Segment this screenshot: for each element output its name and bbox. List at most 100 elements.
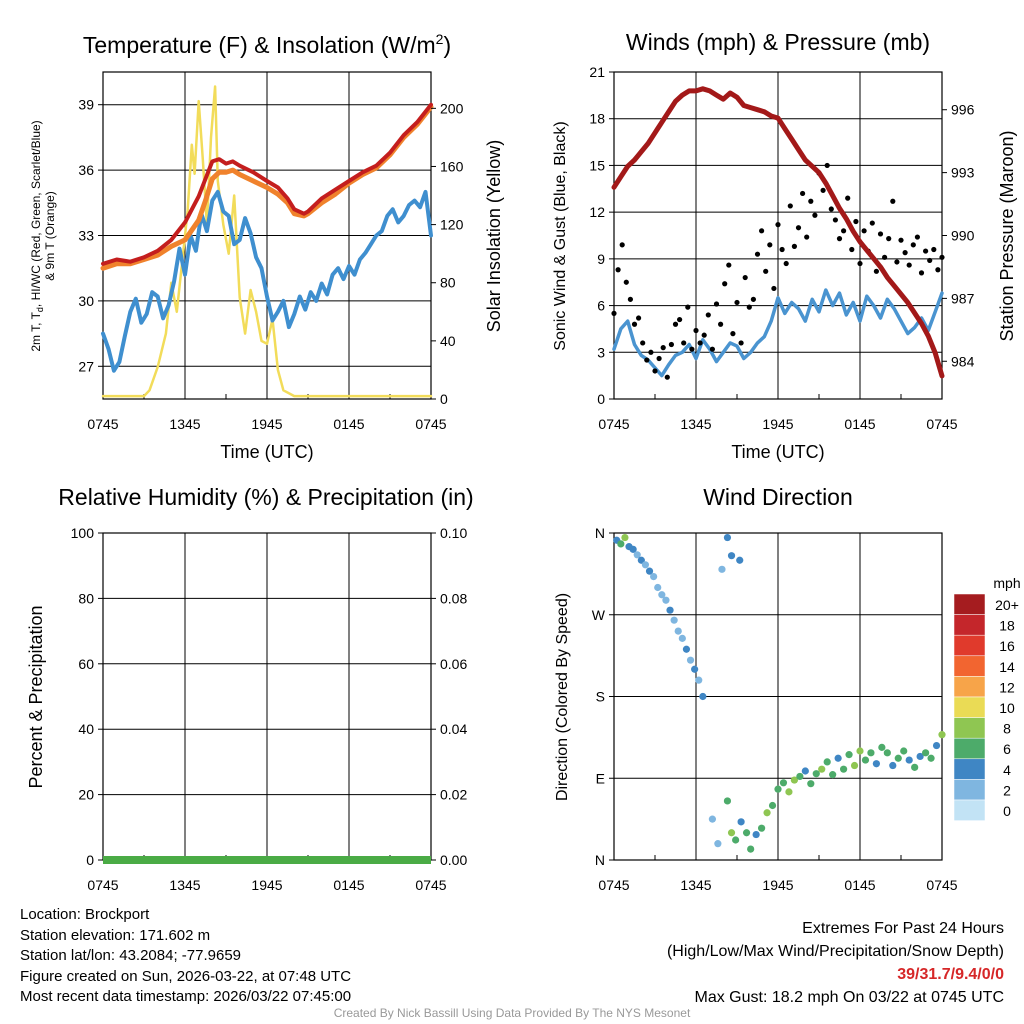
y-tick-label: 6	[597, 298, 605, 314]
credit-line: Created By Nick Bassill Using Data Provi…	[333, 1006, 691, 1020]
gust-point	[800, 190, 806, 197]
gust-point	[754, 251, 761, 257]
station-info: Location: Brockport Station elevation: 1…	[20, 905, 351, 1008]
direction-point	[723, 533, 732, 542]
gust-point	[660, 345, 666, 351]
gust-point	[767, 242, 773, 248]
y-tick-label: 39	[78, 97, 94, 113]
y-tick-label: 100	[71, 525, 95, 541]
gust-point	[894, 259, 900, 265]
y-tick-label: W	[592, 607, 606, 623]
gust-point	[718, 321, 724, 327]
y-tick-label: 0	[86, 852, 94, 868]
legend-label: 18	[999, 618, 1015, 634]
direction-point	[633, 551, 641, 559]
gust-point	[627, 296, 634, 302]
direction-point	[742, 829, 751, 837]
gust-point	[832, 217, 839, 223]
direction-point	[617, 540, 625, 548]
x-tick-label: 0745	[598, 877, 629, 893]
direction-point	[747, 845, 755, 853]
x-tick-label: 0745	[415, 416, 446, 432]
legend-label: 8	[1003, 721, 1011, 737]
legend-label: 4	[1003, 762, 1011, 778]
x-tick-label: 1945	[762, 416, 793, 432]
direction-point	[927, 754, 935, 762]
gust-point	[611, 310, 617, 316]
gust-point	[709, 346, 716, 352]
y-tick-label: 120	[440, 217, 464, 233]
gust-point	[935, 267, 941, 273]
legend-swatch	[953, 696, 986, 718]
winds-ylabel-right: Station Pressure (Maroon)	[997, 130, 1017, 341]
sonic-wind-line	[612, 288, 944, 378]
gust-point	[750, 296, 757, 302]
direction-point	[695, 676, 703, 684]
y-tick-label: 0	[597, 391, 605, 407]
gust-point	[828, 206, 834, 212]
y-tick-label: 987	[951, 290, 975, 306]
y-tick-label: 0	[440, 391, 448, 407]
legend-swatch	[953, 717, 986, 739]
gust-point	[619, 242, 625, 248]
direction-point	[732, 836, 740, 844]
extremes-box: Extremes For Past 24 Hours (High/Low/Max…	[667, 917, 1004, 1009]
gust-point	[939, 254, 945, 260]
y-tick-label: 0.06	[440, 656, 467, 672]
direction-point	[736, 556, 744, 564]
station-elevation: Station elevation: 171.602 m	[20, 926, 211, 944]
y-tick-label: 0.04	[440, 721, 467, 737]
legend-swatch	[953, 634, 986, 657]
recent-data-timestamp: Most recent data timestamp: 2026/03/22 0…	[20, 988, 352, 1005]
gust-point	[664, 374, 670, 380]
legend-swatch	[953, 758, 986, 780]
gust-point	[763, 268, 769, 274]
dewpoint-line	[101, 189, 433, 373]
gust-point	[882, 254, 888, 260]
gust-point	[734, 299, 740, 306]
gust-point	[726, 262, 732, 268]
legend-swatch	[953, 737, 986, 760]
temperature-xlabel: Time (UTC)	[220, 442, 313, 462]
direction-point	[823, 758, 831, 766]
direction-point	[645, 567, 654, 575]
x-tick-label: 1345	[169, 877, 200, 893]
direction-point	[818, 765, 826, 773]
humidity-panel-title: Relative Humidity (%) & Precipitation (i…	[58, 484, 473, 510]
gust-point	[861, 228, 867, 234]
legend-label: 16	[999, 638, 1015, 654]
legend-swatch	[953, 655, 986, 677]
gust-point	[672, 321, 679, 327]
legend-swatch	[953, 799, 986, 821]
gust-point	[845, 195, 851, 201]
legend-label: 10	[999, 700, 1015, 716]
y-tick-label: 33	[78, 228, 94, 244]
extremes-legend: (High/Low/Max Wind/Precipitation/Snow De…	[666, 943, 1004, 960]
winds-panel-title: Winds (mph) & Pressure (mb)	[626, 29, 930, 55]
temperature-ylabel-left-line2: & 9m T (Orange)	[43, 191, 57, 281]
legend-label: 14	[999, 659, 1015, 675]
legend-swatch	[953, 593, 986, 615]
direction-point	[650, 573, 658, 581]
direction-point	[785, 788, 793, 796]
direction-point	[758, 824, 766, 832]
direction-point	[829, 771, 837, 779]
x-tick-label: 1945	[251, 416, 282, 432]
direction-point	[861, 756, 870, 764]
y-tick-label: 18	[589, 111, 605, 127]
gust-point	[923, 248, 929, 254]
direction-point	[790, 776, 799, 784]
y-tick-label: 984	[951, 353, 975, 369]
gust-point	[857, 260, 863, 267]
gust-point	[841, 228, 847, 234]
data-series	[100, 85, 946, 864]
direction-point	[807, 780, 815, 788]
y-tick-label: 0.10	[440, 525, 467, 541]
gust-point	[918, 270, 925, 276]
y-tick-label: 60	[78, 656, 94, 672]
y-tick-label: S	[596, 689, 605, 705]
temperature-panel-title: Temperature (F) & Insolation (W/m2)	[83, 31, 451, 58]
direction-point	[932, 741, 941, 750]
direction-point	[840, 765, 848, 773]
direction-point	[916, 752, 924, 761]
